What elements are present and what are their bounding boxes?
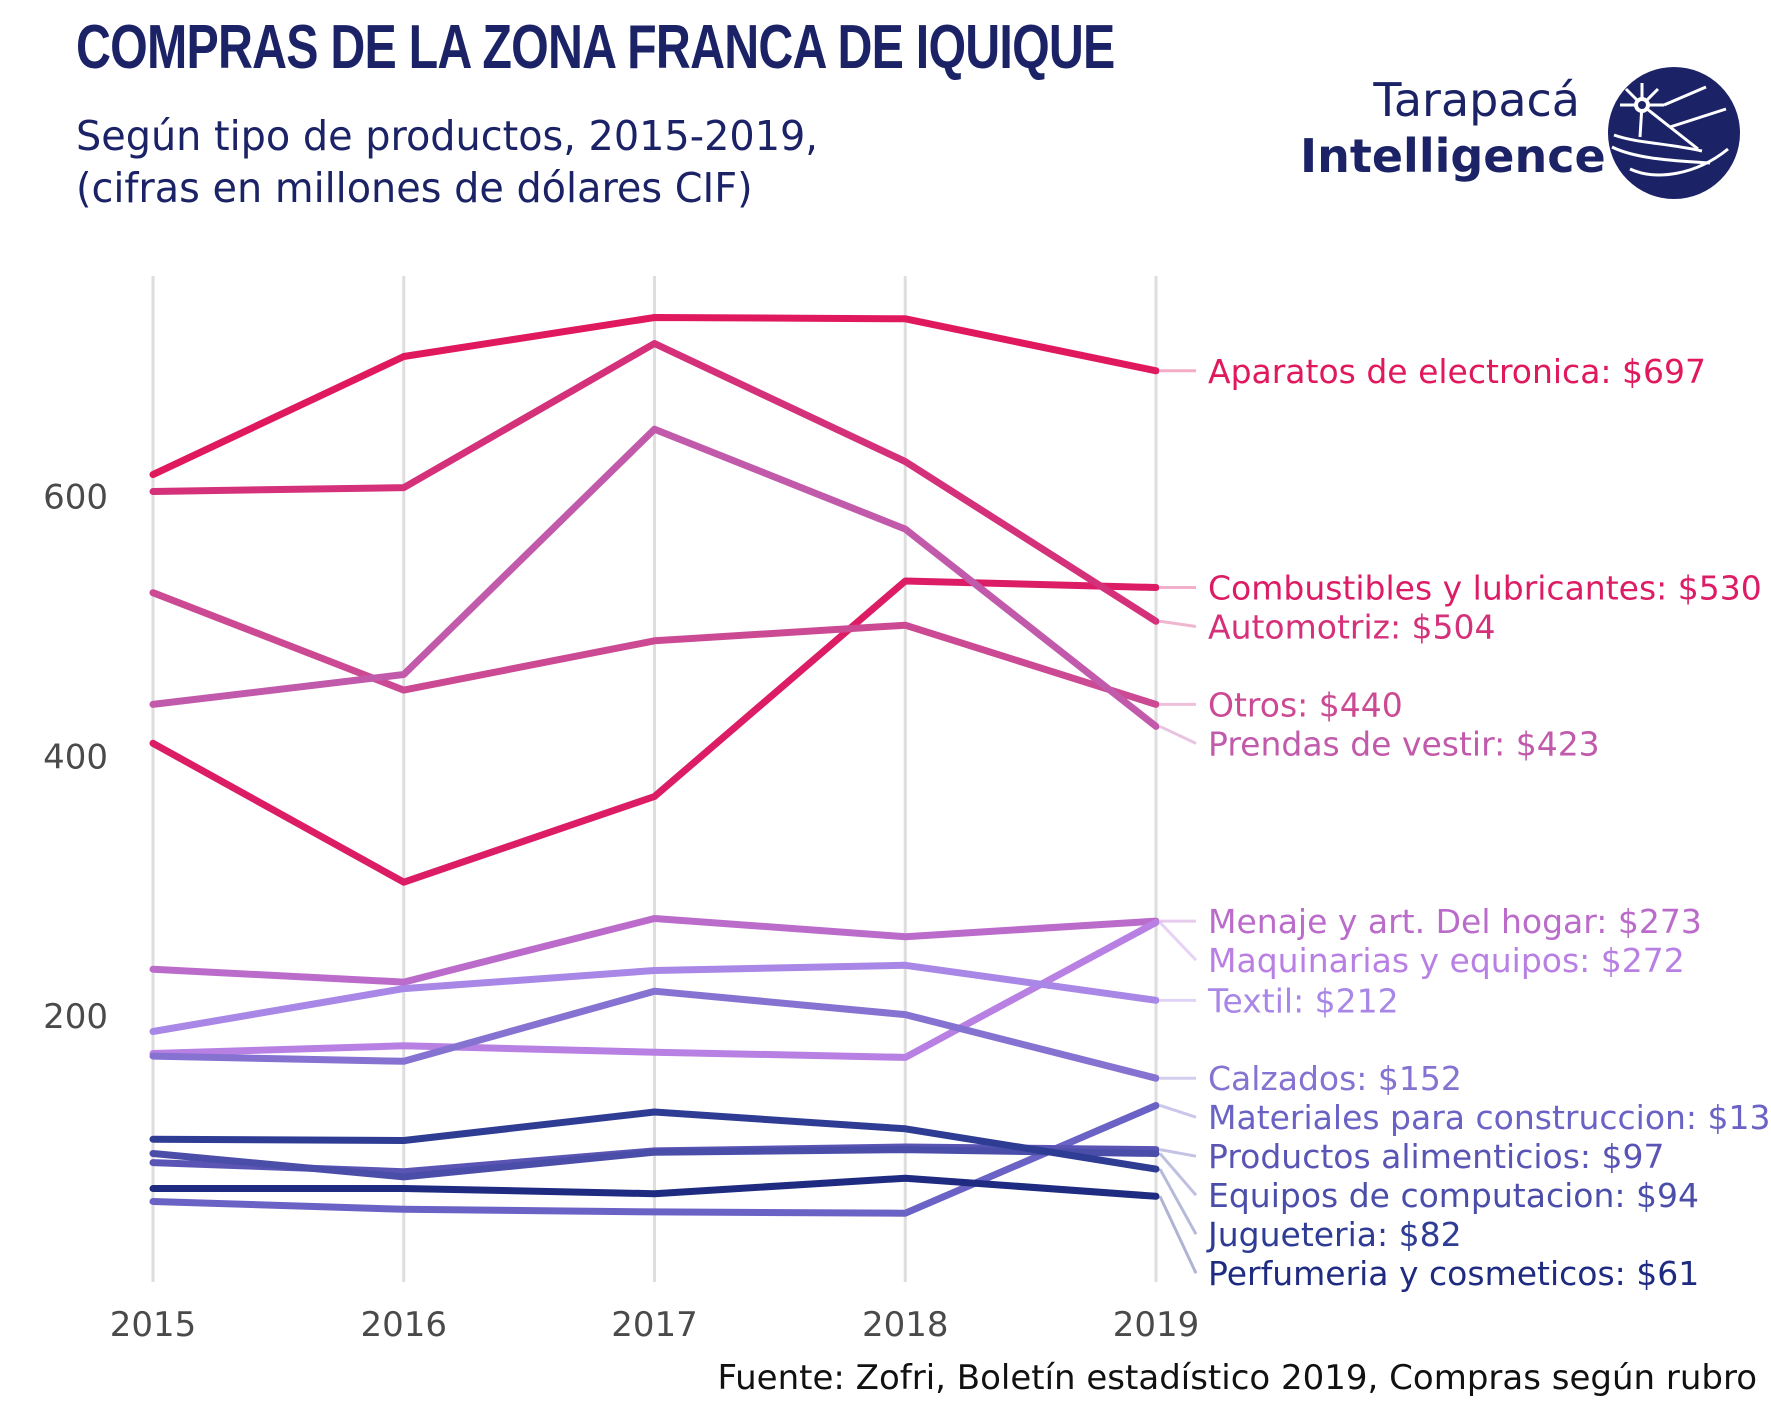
series-line — [149, 918, 1160, 1061]
x-tick-label: 2018 — [862, 1305, 949, 1340]
series-label: Aparatos de electronica: $697 — [1208, 352, 1706, 391]
y-tick-label: 200 — [43, 997, 108, 1037]
y-axis: 200 400 600 — [43, 478, 108, 1037]
series-label: Automotriz: $504 — [1208, 608, 1496, 647]
series-label: Prendas de vestir: $423 — [1208, 724, 1600, 763]
x-tick-label: 2017 — [611, 1305, 698, 1340]
label-leader — [1158, 1195, 1198, 1274]
chart-subtitle: Según tipo de productos, 2015-2019, (cif… — [76, 110, 841, 214]
series-label: Textil: $212 — [1207, 981, 1399, 1020]
series-label: Otros: $440 — [1208, 685, 1403, 724]
series-line — [149, 589, 1160, 708]
line-chart: 200 400 600 2015 2016 2017 2018 2019 Aparatos … — [43, 276, 1771, 1340]
series-line — [149, 987, 1160, 1082]
label-leader — [1159, 725, 1197, 745]
y-tick-label: 400 — [43, 737, 108, 777]
series-label: Materiales para construccion: $131 — [1208, 1098, 1771, 1137]
series-line — [149, 340, 1160, 625]
grid — [151, 276, 1158, 1282]
series-label: Menaje y art. Del hogar: $273 — [1208, 902, 1702, 941]
x-axis: 2015 2016 2017 2018 2019 — [110, 1305, 1200, 1340]
series-label: Calzados: $152 — [1208, 1059, 1462, 1098]
series-labels: Aparatos de electronica: $697 Combustible… — [1206, 352, 1771, 1293]
label-leaders — [1158, 369, 1198, 1274]
logo-line-1: Tarapacá — [1373, 73, 1580, 127]
series-line — [149, 314, 1160, 479]
x-tick-label: 2019 — [1113, 1305, 1200, 1340]
subtitle-line-2: (cifras en millones de dólares CIF) — [76, 164, 753, 212]
logo-wordmark: Tarapacá Intelligence — [1300, 72, 1606, 184]
series-line — [149, 1108, 1160, 1173]
series-line — [149, 961, 1160, 1035]
series-label: Maquinarias y equipos: $272 — [1208, 941, 1685, 980]
series-line — [149, 425, 1160, 730]
label-leader — [1158, 921, 1198, 962]
label-leader — [1159, 619, 1197, 629]
chart-title: COMPRAS DE LA ZONA FRANCA DE IQUIQUE — [76, 13, 1115, 82]
label-leader — [1158, 1152, 1198, 1197]
series-label: Productos alimenticios: $97 — [1208, 1137, 1665, 1176]
series-label: Perfumeria y cosmeticos: $61 — [1208, 1254, 1699, 1293]
globe-icon — [1608, 67, 1740, 199]
series-label: Equipos de computacion: $94 — [1208, 1176, 1699, 1215]
source-caption: Fuente: Zofri, Boletín estadístico 2019,… — [717, 1358, 1757, 1398]
series-line — [149, 577, 1160, 886]
subtitle-line-1: Según tipo de productos, 2015-2019, — [76, 112, 818, 160]
series-line — [149, 915, 1160, 986]
series-line — [149, 1146, 1160, 1181]
series-lines — [149, 314, 1160, 1217]
series-line — [149, 1174, 1160, 1200]
series-line — [149, 1102, 1160, 1217]
y-tick-label: 600 — [43, 478, 108, 518]
label-leader — [1159, 1104, 1197, 1119]
x-tick-label: 2016 — [360, 1305, 447, 1340]
series-label: Jugueteria: $82 — [1206, 1215, 1462, 1254]
label-leader — [1158, 1168, 1198, 1235]
x-tick-label: 2015 — [110, 1305, 197, 1340]
logo-line-2: Intelligence — [1300, 129, 1606, 183]
label-leader — [1159, 1148, 1197, 1158]
series-label: Combustibles y lubricantes: $530 — [1208, 569, 1762, 608]
